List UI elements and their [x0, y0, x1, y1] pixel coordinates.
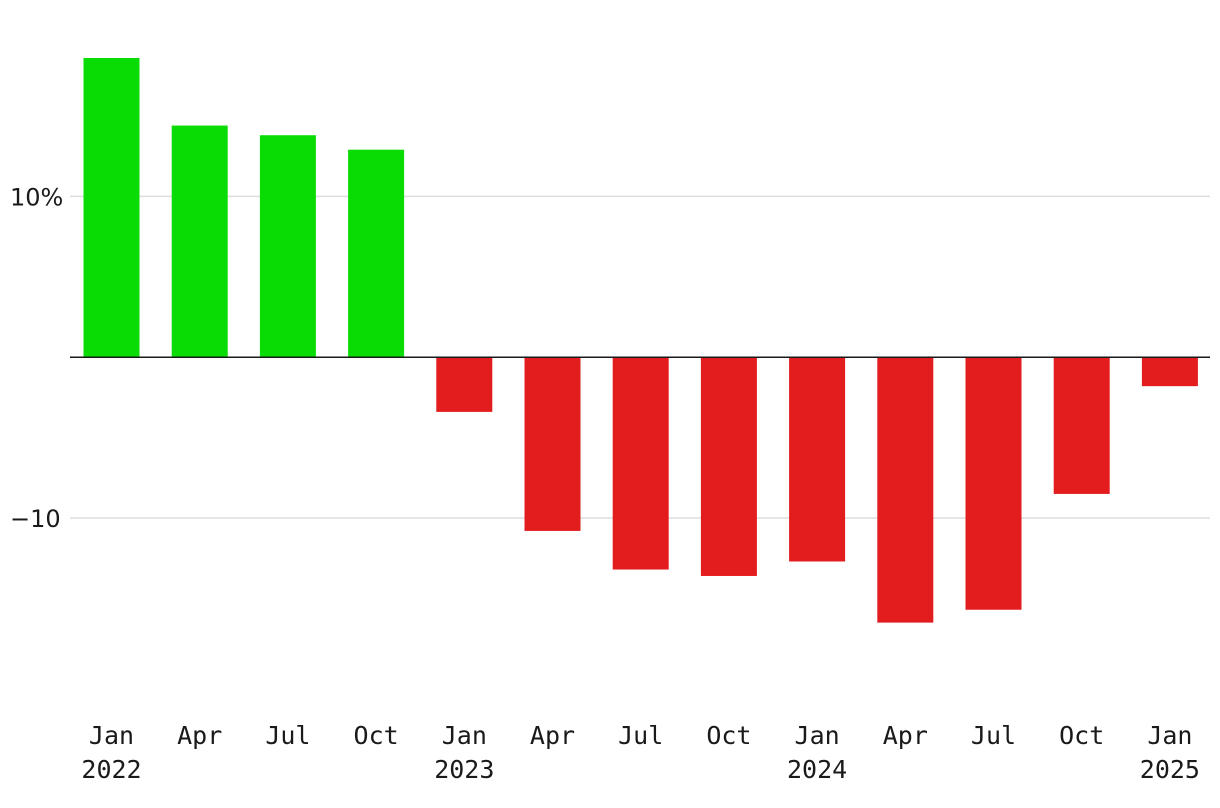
y-axis-labels: 10% −10: [10, 183, 63, 533]
bar-3: [348, 149, 405, 358]
x-tick-month: Jan: [442, 721, 487, 750]
bar-1: [171, 125, 228, 358]
x-tick-month: Oct: [706, 721, 751, 750]
bar-6: [612, 357, 669, 570]
x-tick-month: Oct: [1059, 721, 1104, 750]
bar-8: [789, 357, 846, 562]
bar-5: [524, 357, 581, 531]
bar-7: [700, 357, 757, 576]
x-tick-month: Apr: [883, 721, 928, 750]
bar-2: [259, 135, 316, 358]
x-tick-year: 2023: [434, 755, 494, 784]
bar-10: [965, 357, 1022, 610]
x-tick-year: 2022: [81, 755, 141, 784]
y-tick-label: −10: [10, 505, 61, 533]
x-tick-month: Apr: [177, 721, 222, 750]
bar-4: [436, 357, 493, 412]
x-tick-month: Apr: [530, 721, 575, 750]
x-tick-year: 2025: [1140, 755, 1200, 784]
x-tick-month: Jul: [971, 721, 1016, 750]
bar-0: [83, 58, 140, 358]
bar-12: [1141, 357, 1198, 387]
x-tick-month: Jan: [89, 721, 134, 750]
x-tick-month: Oct: [354, 721, 399, 750]
bar-9: [877, 357, 934, 623]
y-tick-label: 10%: [10, 183, 63, 211]
x-tick-month: Jul: [265, 721, 310, 750]
x-tick-month: Jan: [795, 721, 840, 750]
x-axis-labels: Jan 2022 Apr Jul Oct Jan 2023 Apr Jul Oct Jan 2024 A…: [81, 721, 1200, 784]
bars: [83, 58, 1198, 623]
bar-11: [1053, 357, 1110, 494]
x-tick-month: Jul: [618, 721, 663, 750]
x-tick-year: 2024: [787, 755, 847, 784]
x-tick-month: Jan: [1147, 721, 1192, 750]
